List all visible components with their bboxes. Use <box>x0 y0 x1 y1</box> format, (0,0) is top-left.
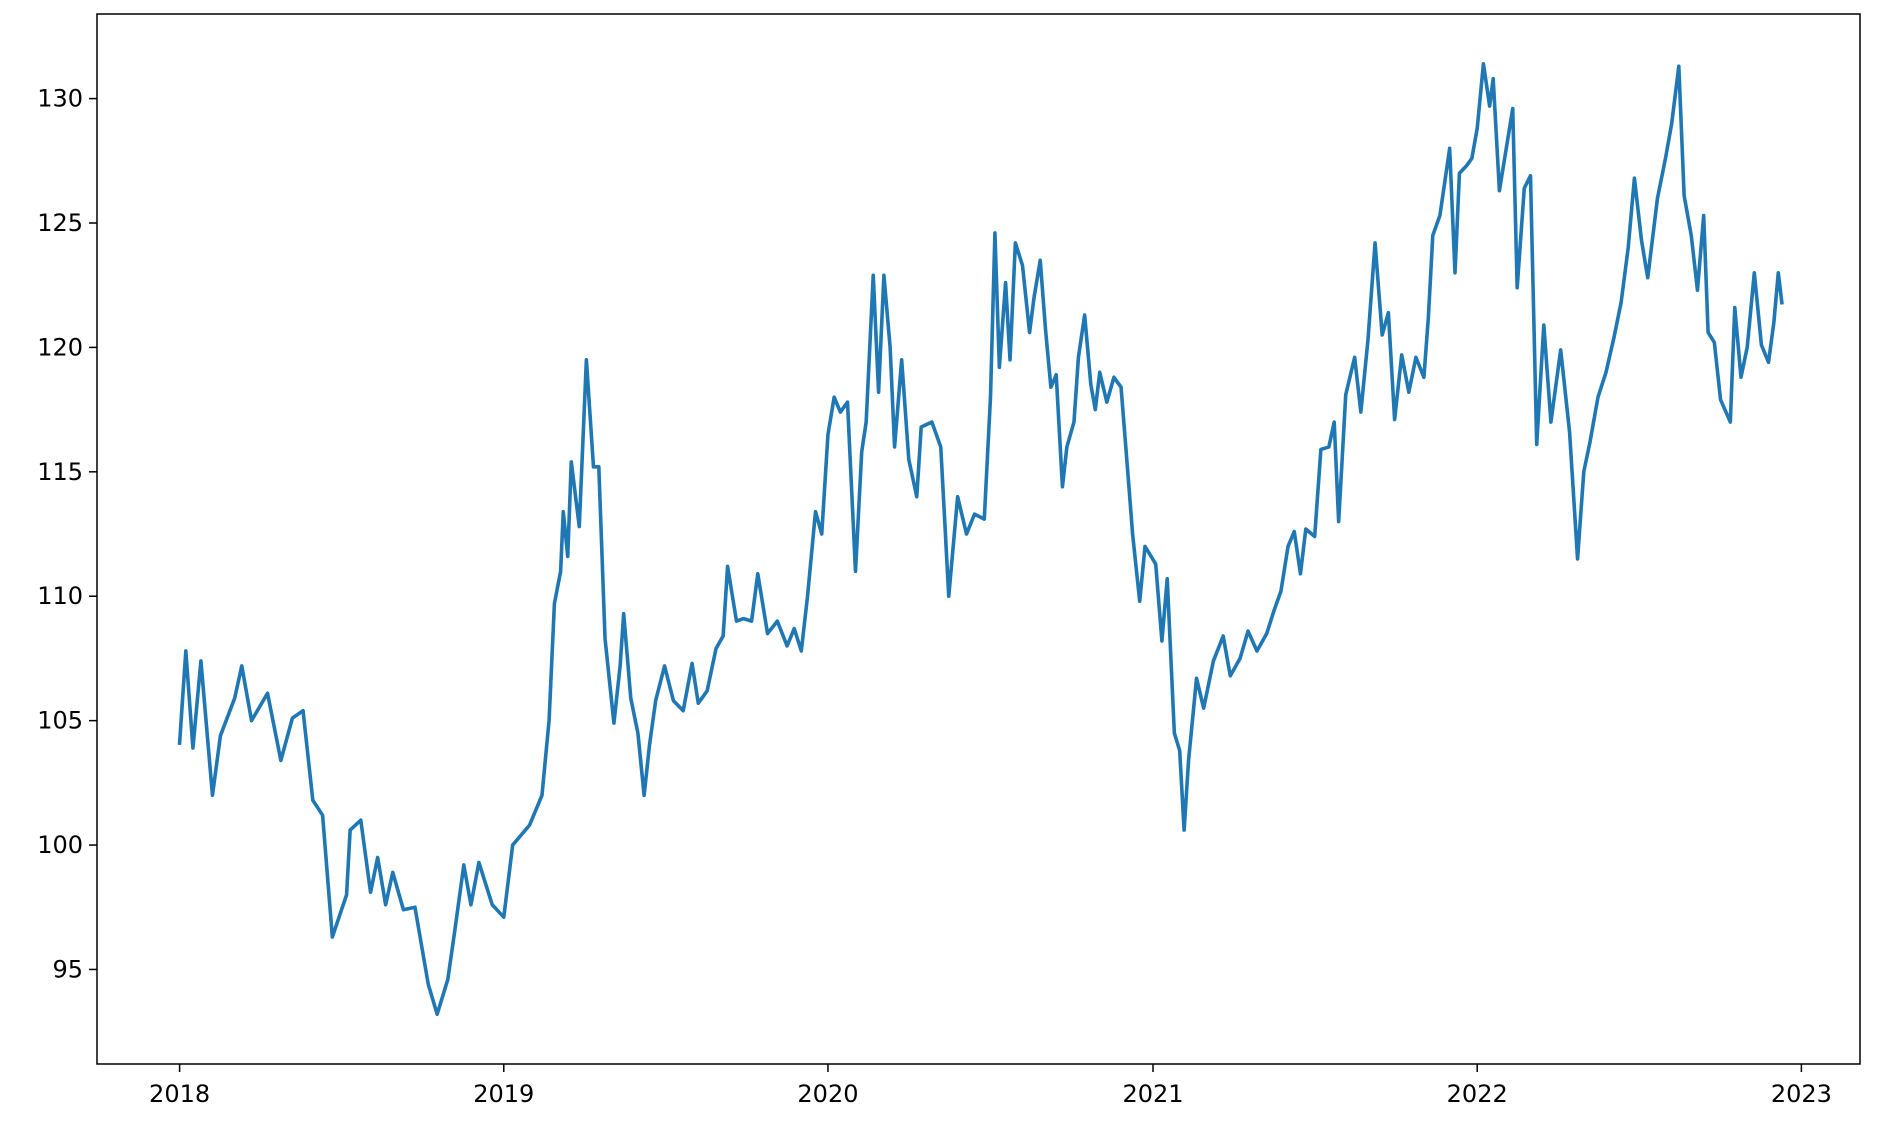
x-tick-label: 2022 <box>1447 1080 1508 1108</box>
y-tick-label: 100 <box>37 831 83 859</box>
x-tick-label: 2019 <box>473 1080 534 1108</box>
x-tick-label: 2021 <box>1122 1080 1183 1108</box>
y-tick-label: 110 <box>37 582 83 610</box>
plot-frame <box>96 13 1861 1065</box>
y-tick-label: 95 <box>52 955 83 983</box>
y-tick-label: 115 <box>37 458 83 486</box>
y-tick-label: 105 <box>37 707 83 735</box>
y-tick-label: 130 <box>37 85 83 113</box>
x-tick-label: 2023 <box>1771 1080 1832 1108</box>
x-tick-label: 2020 <box>797 1080 858 1108</box>
y-tick-label: 125 <box>37 209 83 237</box>
x-tick-label: 2018 <box>149 1080 210 1108</box>
y-tick-label: 120 <box>37 333 83 361</box>
line-series <box>177 61 1784 1017</box>
